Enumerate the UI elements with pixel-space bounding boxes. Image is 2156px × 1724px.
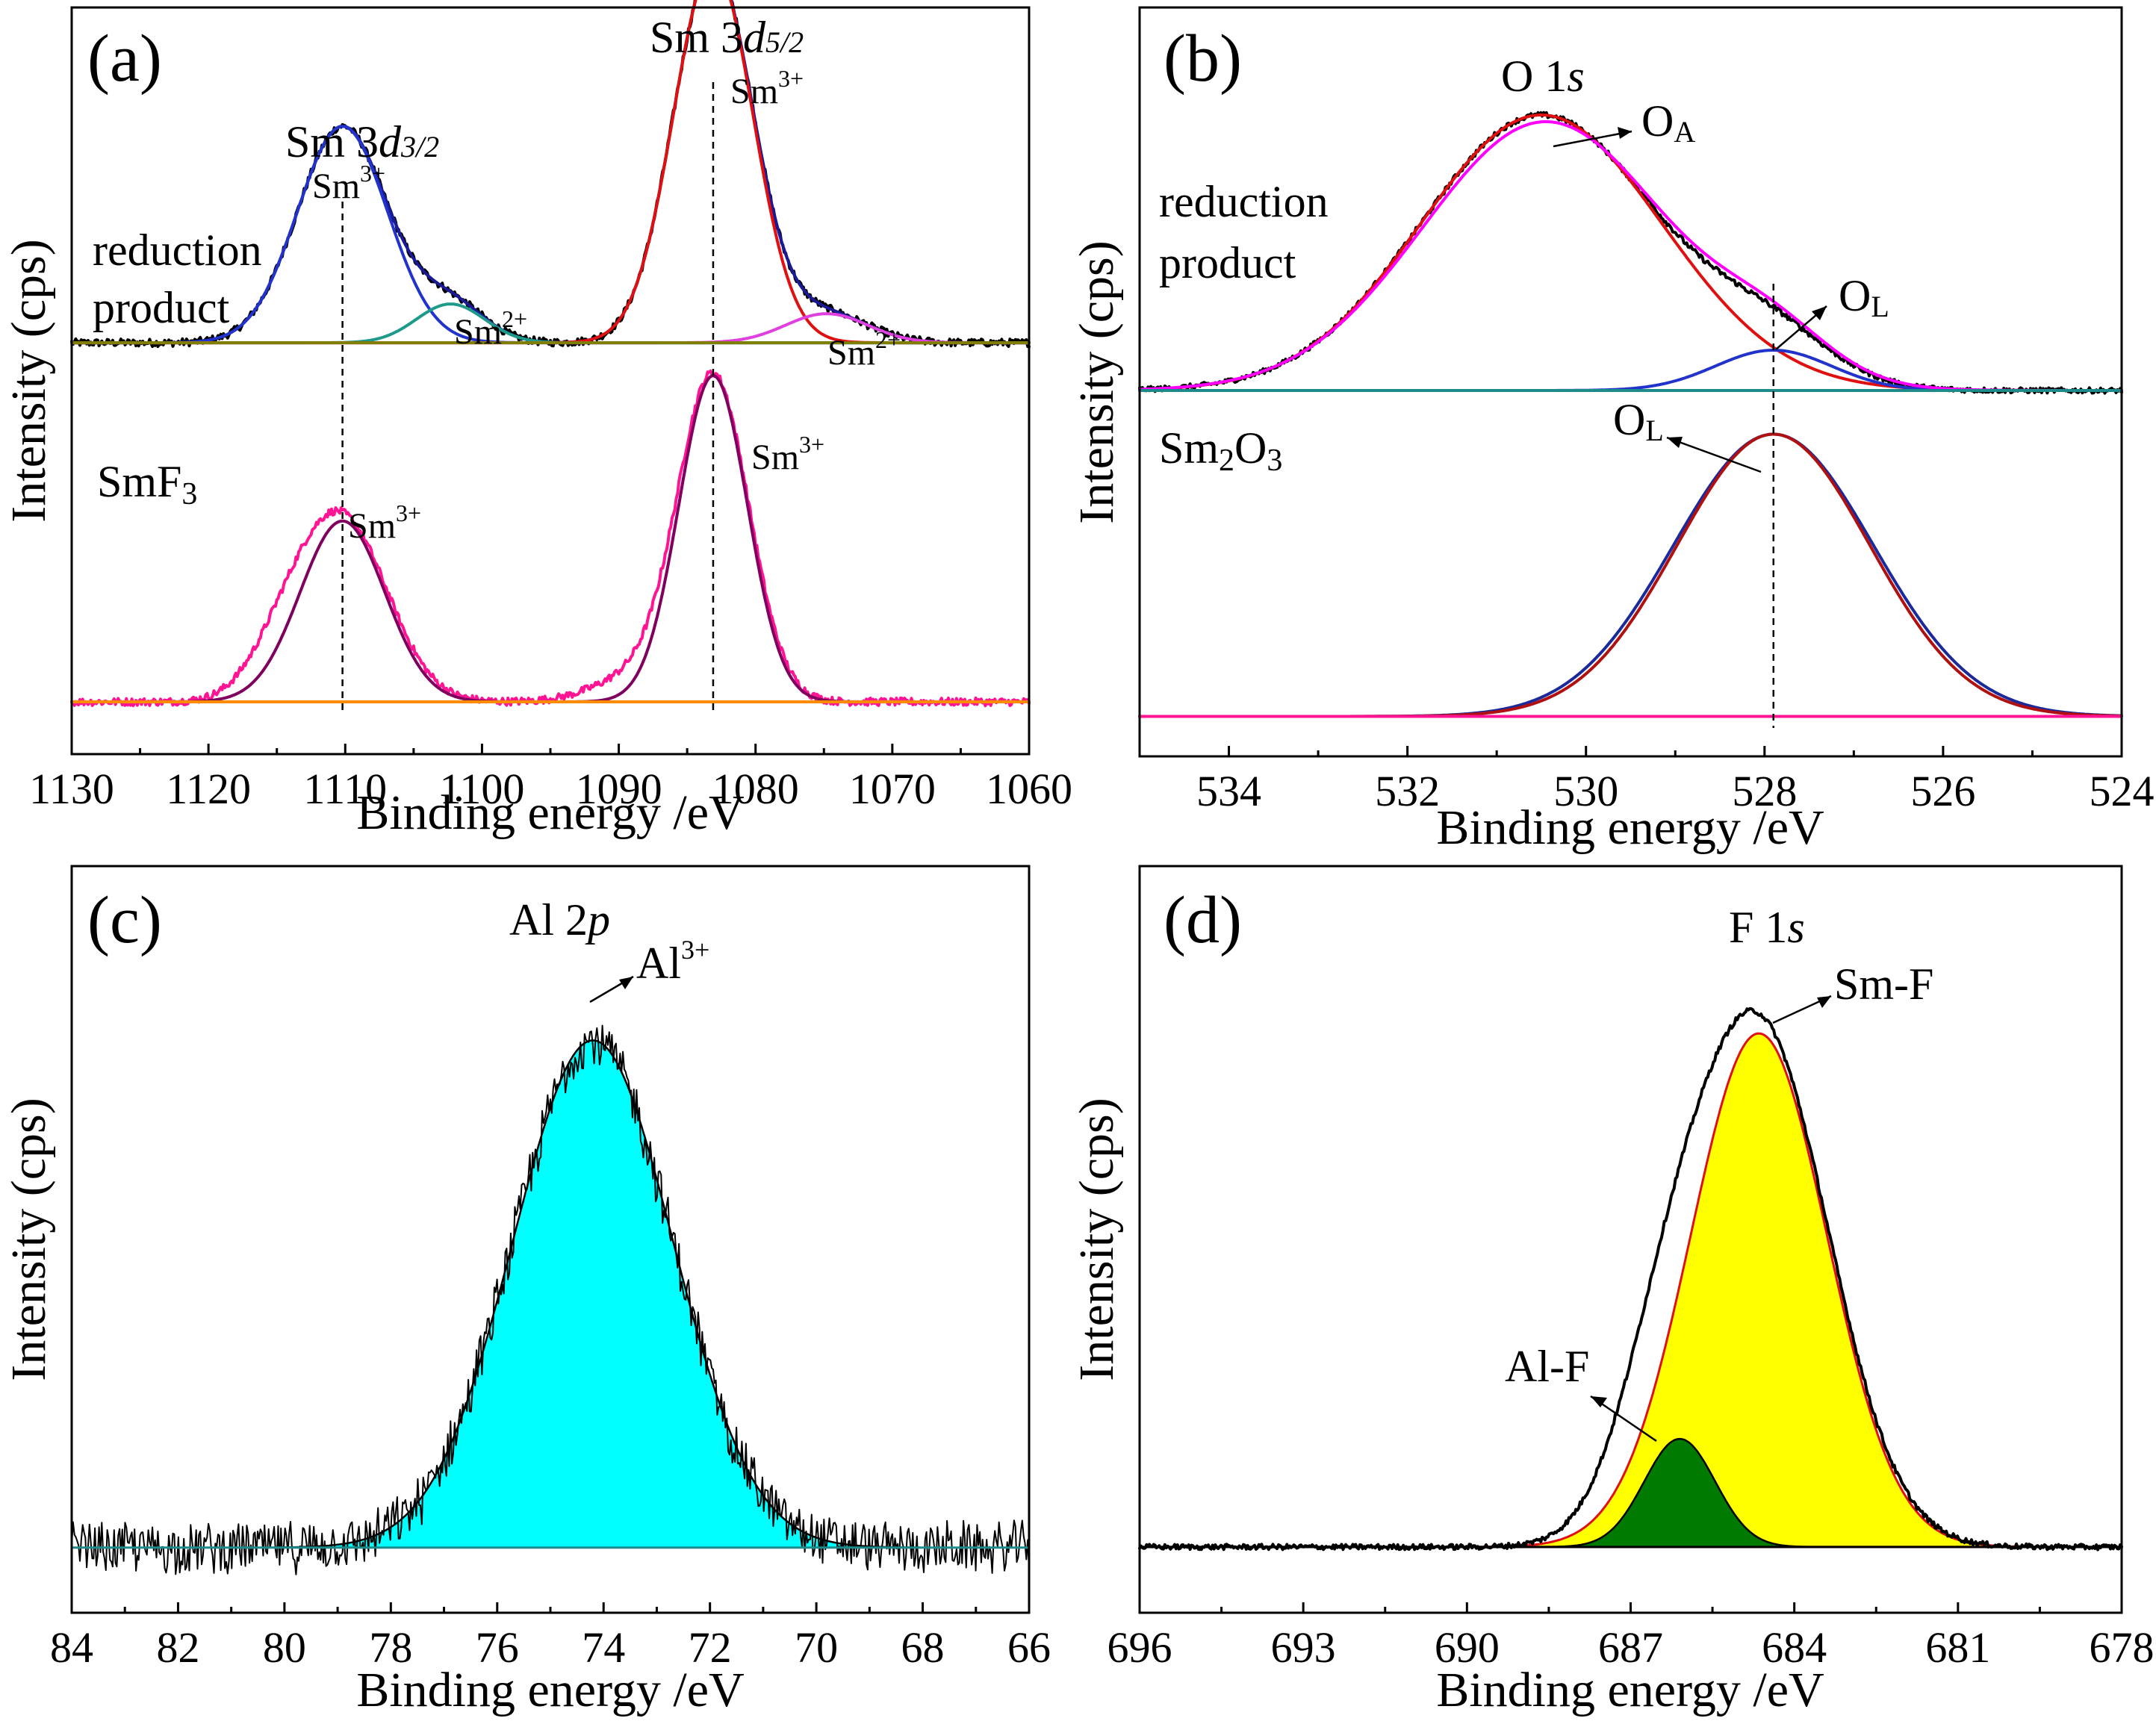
x-tick-label: 532 — [1375, 767, 1440, 815]
panel-c-ylabel: Intensity (cps) — [1, 1098, 56, 1381]
panel-d-ticks: 696 693 690 687 684 681 678 — [1107, 1602, 2155, 1672]
x-tick-label: 693 — [1271, 1623, 1336, 1672]
panel-a: 1130 1120 1110 1100 1090 1080 1070 1060 (a) Sm … — [1, 0, 1072, 840]
panel-c: 84 82 80 78 76 74 72 70 68 66 (c) Al 2p Al3+ Bind… — [1, 865, 1051, 1717]
x-tick-label: 1110 — [303, 765, 387, 813]
panel-b-oa-arrowhead — [1618, 127, 1632, 139]
series-sm-f-fit-area — [1140, 1032, 2122, 1549]
x-tick-label: 1060 — [986, 765, 1072, 813]
series-al3-fit-area — [72, 1039, 1029, 1549]
panel-d-smf-arrowhead — [1817, 996, 1831, 1008]
panel-c-al2p-label: Al 2p — [509, 895, 610, 945]
series-al-2p-raw — [71, 1024, 1030, 1575]
x-tick-label: 1090 — [576, 765, 662, 813]
x-tick-label: 74 — [582, 1623, 625, 1672]
panel-c-al3plus-label: Al3+ — [636, 935, 709, 988]
panel-d: 696 693 690 687 684 681 678 (d) F 1s Sm-F Al-F… — [1069, 865, 2155, 1717]
x-tick-label: 684 — [1762, 1623, 1827, 1672]
panel-d-alf-arrowhead — [1591, 1396, 1607, 1407]
panel-b-oa-arrow — [1553, 130, 1632, 148]
panel-b-ol-label-top: OL — [1839, 271, 1889, 323]
x-tick-label: 1070 — [849, 765, 936, 813]
panel-a-smf3-label: SmF3 — [97, 457, 197, 511]
panel-d-label: (d) — [1164, 883, 1242, 957]
x-tick-label: 524 — [2090, 767, 2155, 815]
x-tick-label: 1120 — [166, 765, 251, 813]
panel-b-reduction-line2: product — [1159, 238, 1296, 287]
panel-b-ol-arrowhead-bottom — [1667, 437, 1683, 448]
panel-a-ylabel: Intensity (cps) — [1, 239, 56, 522]
panel-b-ol-arrowhead-top — [1812, 306, 1827, 320]
panel-a-guides — [341, 82, 715, 713]
panel-a-xlabel: Binding energy /eV — [356, 785, 744, 840]
x-tick-label: 1080 — [712, 765, 799, 813]
panel-a-sm3d52-label: Sm 3d5/2 — [650, 13, 804, 62]
x-tick-label: 68 — [901, 1623, 945, 1672]
x-tick-label: 696 — [1107, 1623, 1172, 1672]
panel-b-label: (b) — [1164, 22, 1242, 96]
panel-b-ol-label-bottom: OL — [1613, 395, 1664, 447]
series-sm2o3-raw — [1138, 432, 2123, 718]
x-tick-label: 528 — [1732, 767, 1797, 815]
panel-a-sm3d32-label: Sm 3d3/2 — [285, 117, 439, 167]
x-tick-label: 80 — [263, 1623, 306, 1672]
panel-d-alf-label: Al-F — [1505, 1342, 1589, 1391]
panel-d-xlabel: Binding energy /eV — [1436, 1663, 1824, 1717]
panel-b: 534 532 530 528 526 524 (b) O 1s OA reduction… — [1069, 6, 2155, 855]
panel-c-xlabel: Binding energy /eV — [356, 1663, 744, 1717]
x-tick-label: 72 — [689, 1623, 732, 1672]
panel-d-smf-label: Sm-F — [1834, 959, 1933, 1009]
panel-b-o1s-label: O 1s — [1501, 52, 1585, 101]
panel-a-sm3plus-left: Sm3+ — [312, 160, 385, 206]
x-tick-label: 526 — [1910, 767, 1975, 815]
panel-b-reduction-line1: reduction — [1159, 177, 1329, 226]
x-tick-label: 678 — [2090, 1623, 2155, 1672]
series-smf3-fit — [70, 374, 1031, 703]
x-tick-label: 76 — [476, 1623, 519, 1672]
panel-d-ylabel: Intensity (cps) — [1069, 1098, 1124, 1381]
x-tick-label: 70 — [795, 1623, 838, 1672]
x-tick-label: 1130 — [29, 765, 114, 813]
x-tick-label: 78 — [369, 1623, 412, 1672]
panel-b-oa-label: OA — [1641, 96, 1695, 149]
panel-c-label: (c) — [87, 883, 162, 957]
series-o-l-fit — [1138, 349, 2123, 392]
panel-d-f1s-label: F 1s — [1729, 903, 1805, 952]
series-sm2o3-fit — [1138, 432, 2123, 718]
panel-b-ol-arrow-bottom — [1666, 436, 1762, 473]
x-tick-label: 82 — [156, 1623, 199, 1672]
panel-a-label: (a) — [87, 22, 162, 96]
x-tick-label: 534 — [1196, 767, 1261, 815]
panel-c-ticks: 84 82 80 78 76 74 72 70 68 66 — [50, 1602, 1051, 1672]
panel-d-curves — [1138, 1006, 2123, 1552]
x-tick-label: 690 — [1435, 1623, 1500, 1672]
x-tick-label: 687 — [1598, 1623, 1663, 1672]
panel-b-frame — [1138, 6, 2123, 758]
panel-b-curves — [1138, 111, 2123, 718]
panel-b-sm2o3-label: Sm2O3 — [1159, 423, 1282, 478]
panel-a-sm2plus-left: Sm2+ — [454, 305, 527, 352]
x-tick-label: 1100 — [439, 765, 524, 813]
panel-a-reduction-line2: product — [93, 283, 230, 332]
panel-b-ticks: 534 532 530 528 526 524 — [1196, 746, 2155, 815]
panel-b-xlabel: Binding energy /eV — [1436, 800, 1824, 855]
x-tick-label: 66 — [1007, 1623, 1051, 1672]
panel-a-sm3plus-top: Sm3+ — [730, 65, 804, 111]
panel-a-ticks: 1130 1120 1110 1100 1090 1080 1070 1060 — [29, 744, 1072, 813]
x-tick-label: 681 — [1925, 1623, 1990, 1672]
panel-a-sm2plus-right: Sm2+ — [827, 326, 901, 373]
x-tick-label: 84 — [50, 1623, 93, 1672]
panel-b-ylabel: Intensity (cps) — [1069, 240, 1124, 523]
x-tick-label: 530 — [1553, 767, 1618, 815]
panel-c-curves — [71, 1024, 1030, 1575]
panel-a-sm3plus-lower-left: Sm3+ — [348, 500, 421, 546]
panel-a-frame — [70, 6, 1031, 756]
panel-a-curves — [70, 0, 1031, 708]
panel-a-reduction-line1: reduction — [93, 225, 262, 275]
series-smf3-raw — [70, 369, 1031, 708]
panel-c-al3plus-arrowhead — [619, 977, 633, 989]
panel-a-sm3plus-lower-right: Sm3+ — [751, 431, 824, 477]
